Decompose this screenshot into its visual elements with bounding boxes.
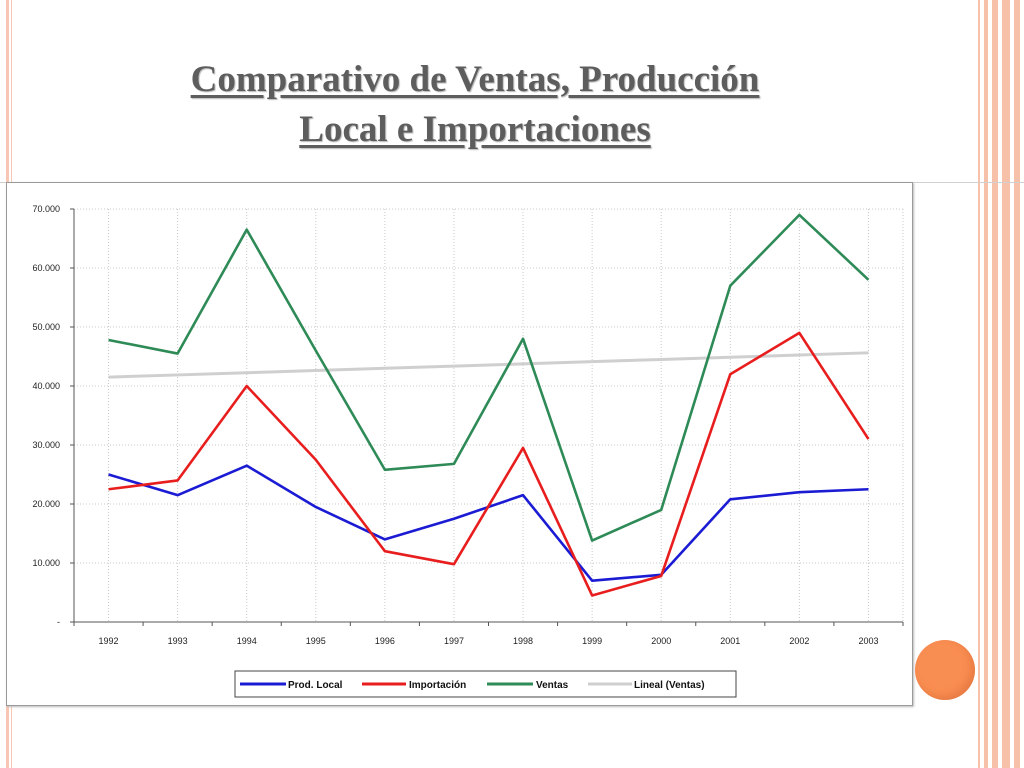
decorative-circle (915, 640, 975, 700)
y-tick-label: 30.000 (32, 440, 60, 450)
y-tick-label: 10.000 (32, 558, 60, 568)
y-tick-label: 60.000 (32, 263, 60, 273)
slide-title: Comparativo de Ventas, Producción Local … (40, 55, 910, 155)
x-tick-label: 1998 (513, 636, 533, 646)
x-tick-label: 1999 (582, 636, 602, 646)
x-tick-label: 1993 (168, 636, 188, 646)
chart-legend: Prod. Local Importación Ventas Lineal (Vent… (234, 670, 737, 698)
x-tick-label: 1995 (306, 636, 326, 646)
x-tick-label: 2000 (651, 636, 671, 646)
series-line-importaci-n (108, 331, 870, 597)
slide-title-line-2: Local e Importaciones (299, 109, 651, 150)
legend-label-prod-local: Prod. Local (288, 680, 343, 691)
y-tick-label: - (57, 617, 60, 627)
chart-frame (6, 182, 913, 706)
legend-box (234, 670, 737, 698)
y-tick-label: 50.000 (32, 322, 60, 332)
y-tick-label: 20.000 (32, 499, 60, 509)
x-tick-label: 2003 (858, 636, 878, 646)
y-tick-label: 70.000 (32, 204, 60, 214)
x-tick-label: 2001 (720, 636, 740, 646)
slide-title-line-1: Comparativo de Ventas, Producción (190, 59, 760, 100)
x-tick-label: 2002 (789, 636, 809, 646)
chart-axes: - 10.000 20.000 30.000 40.000 50.000 60.000 70.… (32, 204, 904, 646)
right-decorative-band (974, 0, 1024, 768)
legend-label-ventas: Ventas (536, 680, 569, 691)
series-line-ventas (108, 213, 870, 542)
series-line-lineal-ventas (108, 351, 869, 379)
x-tick-label: 1997 (444, 636, 464, 646)
chart-series (108, 213, 870, 597)
x-tick-label: 1992 (99, 636, 119, 646)
chart-grid (74, 208, 904, 622)
legend-label-lineal-ventas: Lineal (Ventas) (634, 680, 705, 691)
x-tick-label: 1994 (237, 636, 257, 646)
y-tick-label: 40.000 (32, 381, 60, 391)
legend-label-importaci-n: Importación (409, 680, 466, 691)
x-tick-label: 1996 (375, 636, 395, 646)
